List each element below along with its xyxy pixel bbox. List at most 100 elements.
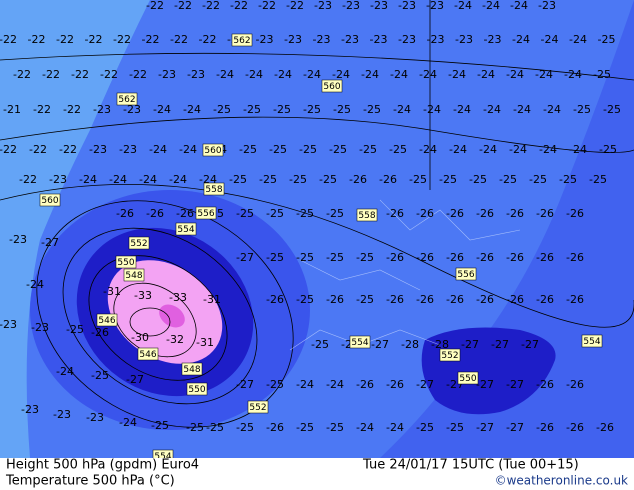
temperature-label: -24 [390, 68, 408, 81]
temperature-label: -24 [79, 173, 97, 186]
height-label-box [128, 236, 150, 250]
temperature-label: -27 [506, 421, 524, 434]
temperature-label: -26 [446, 251, 464, 264]
temperature-label: -27 [491, 338, 509, 351]
temperature-label: -24 [477, 68, 495, 81]
temperature-label: -26 [266, 293, 284, 306]
temperature-label: -24 [153, 103, 171, 116]
height-label: 550 [188, 385, 205, 395]
temperature-label: -24 [303, 68, 321, 81]
temperature-label: -24 [482, 0, 500, 12]
temperature-label: -25 [266, 207, 284, 220]
temperature-label: -24 [326, 378, 344, 391]
temperature-label: -23 [484, 33, 502, 46]
height-label: 556 [197, 209, 214, 219]
temperature-label: -25 [359, 143, 377, 156]
temperature-label: -24 [296, 378, 314, 391]
temperature-label: -33 [169, 291, 187, 304]
temperature-label: -25 [416, 421, 434, 434]
temperature-label: -23 [89, 143, 107, 156]
temperature-label: -24 [139, 173, 157, 186]
footer-time: Tue 24/01/17 15UTC (Tue 00+15) [362, 458, 579, 473]
temperature-label: -21 [3, 103, 21, 116]
temperature-label: -22 [170, 33, 188, 46]
height-label-box [231, 33, 253, 47]
temperature-label: -25 [446, 421, 464, 434]
temperature-label: -22 [146, 0, 164, 12]
temperature-label: -26 [446, 207, 464, 220]
temperature-label: -26 [476, 207, 494, 220]
temperature-label: -24 [386, 421, 404, 434]
temperature-label: -24 [179, 143, 197, 156]
temperature-label: -26 [326, 293, 344, 306]
temperature-label: -23 [398, 0, 416, 12]
height-label-box [123, 268, 145, 282]
temperature-label: -25 [296, 207, 314, 220]
temperature-label: -23 [370, 0, 388, 12]
height-label: 550 [459, 374, 476, 384]
temperature-label: -25 [296, 421, 314, 434]
temperature-label: -25 [296, 251, 314, 264]
temperature-label: -24 [453, 103, 471, 116]
temperature-label: -23 [187, 68, 205, 81]
temperature-label: -23 [426, 0, 444, 12]
temperature-label: -24 [539, 143, 557, 156]
temperature-label: -23 [398, 33, 416, 46]
temperature-label: -25 [319, 173, 337, 186]
temperature-label: -26 [416, 293, 434, 306]
temperature-label: -25 [356, 251, 374, 264]
height-label: 562 [118, 95, 135, 105]
temperature-label: -24 [541, 33, 559, 46]
temperature-label: -31 [203, 293, 221, 306]
temperature-label: -25 [269, 143, 287, 156]
temperature-label: -25 [326, 421, 344, 434]
temperature-label: -26 [566, 293, 584, 306]
temperature-label: -27 [461, 338, 479, 351]
temperature-label: -24 [449, 143, 467, 156]
temperature-label: -22 [33, 103, 51, 116]
temperature-label: -24 [119, 416, 137, 429]
temperature-label: -24 [361, 68, 379, 81]
temperature-label: -26 [416, 251, 434, 264]
temperature-label: -22 [13, 68, 31, 81]
height-label-box [321, 79, 343, 93]
height-label-box [349, 335, 371, 349]
temperature-label: -22 [59, 143, 77, 156]
temperature-label: -23 [53, 408, 71, 421]
temperature-label: -22 [85, 33, 103, 46]
temperature-label: -26 [386, 207, 404, 220]
temperature-label: -26 [566, 378, 584, 391]
temperature-label: -25 [186, 421, 204, 434]
temperature-label: -26 [506, 207, 524, 220]
temperature-label: -24 [509, 143, 527, 156]
temperature-label: -26 [91, 326, 109, 339]
height-label-box [116, 92, 138, 106]
temperature-label: -26 [476, 293, 494, 306]
temperature-label: -24 [543, 103, 561, 116]
temperature-label: -22 [0, 33, 17, 46]
temperature-label: -22 [286, 0, 304, 12]
temperature-label: -25 [356, 293, 374, 306]
temperature-label: -26 [476, 251, 494, 264]
temperature-label: -25 [559, 173, 577, 186]
temperature-label: -24 [26, 278, 44, 291]
temperature-label: -25 [603, 103, 621, 116]
temperature-label: -26 [349, 173, 367, 186]
temperature-label: -22 [258, 0, 276, 12]
temperature-label: -26 [386, 378, 404, 391]
height-label: 550 [117, 258, 134, 268]
height-label: 560 [41, 196, 58, 206]
temperature-label: -31 [196, 336, 214, 349]
temperature-label: -27 [236, 378, 254, 391]
temperature-label: -24 [183, 103, 201, 116]
temperature-label: -23 [158, 68, 176, 81]
temperature-label: -25 [389, 143, 407, 156]
temperature-label: -26 [536, 378, 554, 391]
temperature-label: -24 [454, 0, 472, 12]
temperature-label: -24 [423, 103, 441, 116]
temperature-label: -25 [409, 173, 427, 186]
temperature-label: -24 [564, 68, 582, 81]
temperature-label: -22 [100, 68, 118, 81]
temperature-label: -24 [512, 33, 530, 46]
temperature-label: -27 [476, 378, 494, 391]
